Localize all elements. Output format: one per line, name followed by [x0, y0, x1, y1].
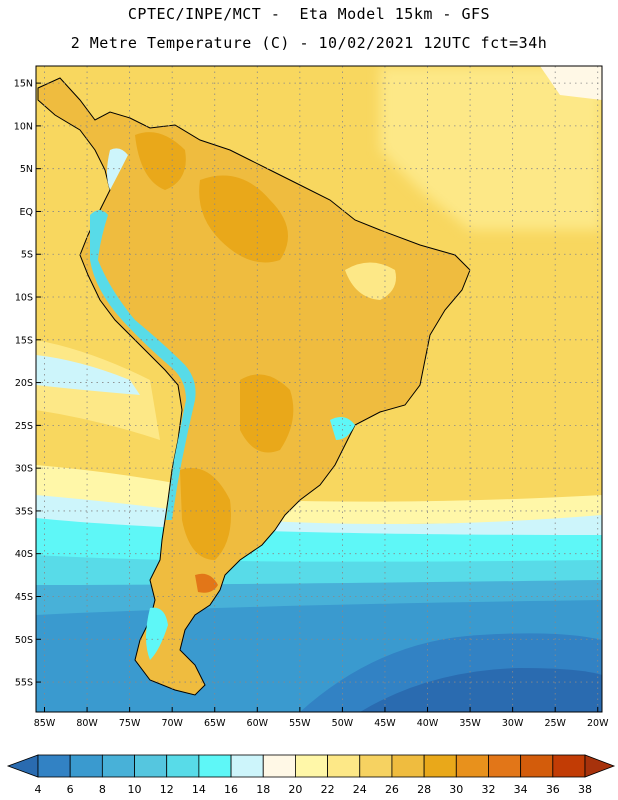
colorbar-level-label: 34: [514, 783, 528, 796]
colorbar-swatch: [262, 754, 296, 778]
colorbar-level-label: 4: [35, 783, 42, 796]
colorbar-swatch: [327, 754, 361, 778]
tropical-atlantic-field: [380, 66, 602, 230]
argentina-hot-area: [180, 468, 231, 560]
lon-label: 40W: [417, 718, 439, 729]
colorbar-level-label: 16: [224, 783, 238, 796]
lat-label: 15N: [14, 79, 33, 90]
lon-label: 25W: [544, 718, 566, 729]
andes-cold-ridge: [90, 210, 196, 520]
colorbar-swatch: [552, 754, 586, 778]
lon-label: 65W: [204, 718, 226, 729]
colorbar-swatch: [423, 754, 457, 778]
longitude-labels: 85W 80W 75W 70W 65W 60W 55W 50W 45W 40W 35W 30W 25W 2…: [34, 718, 609, 729]
colorbar-level-label: 12: [160, 783, 174, 796]
colorbar-level-label: 22: [321, 783, 335, 796]
lat-lon-grid: [36, 66, 602, 712]
colorbar-level-label: 30: [449, 783, 463, 796]
lon-label: 60W: [247, 718, 269, 729]
lat-label: 15S: [15, 335, 33, 346]
brazil-highland-cool: [330, 416, 355, 440]
lat-label: 20S: [15, 378, 33, 389]
lon-label: 35W: [459, 718, 481, 729]
lon-label: 70W: [161, 718, 183, 729]
lon-label: 80W: [76, 718, 98, 729]
lat-label: 50S: [15, 635, 33, 646]
colorbar-swatch: [488, 754, 522, 778]
map-title: CPTEC/INPE/MCT - Eta Model 15km - GFS: [127, 5, 491, 23]
colorbar-level-label: 10: [128, 783, 142, 796]
colorbar-level-label: 28: [417, 783, 431, 796]
colorbar-level-label: 36: [546, 783, 560, 796]
lat-label: 55S: [15, 678, 33, 689]
colorbar-swatch: [134, 754, 168, 778]
lon-label: 20W: [587, 718, 609, 729]
colorbar-swatch: [455, 754, 489, 778]
colorbar-level-label: 14: [192, 783, 206, 796]
lat-label: 10N: [14, 121, 33, 132]
southern-ocean-coldest: [360, 668, 602, 712]
pacific-cool-band: [36, 355, 140, 395]
northeast-mild-area: [345, 262, 396, 300]
lat-label: 35S: [15, 506, 33, 517]
temperature-field: [36, 66, 602, 712]
lon-label: 30W: [502, 718, 524, 729]
colorbar: 4 6 8 10 12 14 16 18 20 22 24 26 28 30 32 34 36 38: [6, 754, 616, 796]
colorbar-swatch: [295, 754, 328, 778]
amazon-hot-area: [199, 175, 288, 263]
colorbar-level-label: 20: [288, 783, 302, 796]
colorbar-level-label: 8: [99, 783, 106, 796]
lat-label: EQ: [20, 207, 33, 218]
colorbar-swatch: [166, 754, 200, 778]
latitude-labels: 15N 10N 5N EQ 5S 10S 15S 20S 25S 30S 35S 40S 45S 50S 5…: [14, 79, 33, 689]
lon-label: 55W: [289, 718, 311, 729]
lat-label: 25S: [15, 421, 33, 432]
colorbar-left-arrow: [6, 754, 39, 778]
southern-andes-cold: [146, 607, 168, 660]
colorbar-right-arrow: [584, 754, 616, 778]
lat-label: 5N: [20, 164, 33, 175]
colorbar-level-label: 6: [67, 783, 74, 796]
lat-label: 30S: [15, 464, 33, 475]
lon-label: 75W: [119, 718, 141, 729]
colorbar-swatch: [69, 754, 103, 778]
lat-label: 10S: [15, 293, 33, 304]
colorbar-swatch: [230, 754, 264, 778]
venezuela-hot-area: [135, 132, 186, 190]
colorbar-level-label: 26: [385, 783, 399, 796]
lon-label: 45W: [374, 718, 396, 729]
colorbar-level-label: 24: [353, 783, 367, 796]
colorbar-level-label: 18: [256, 783, 270, 796]
lat-label: 40S: [15, 549, 33, 560]
chaco-hot-area: [240, 374, 294, 453]
colorbar-level-label: 38: [578, 783, 592, 796]
colorbar-swatch: [520, 754, 554, 778]
colorbar-swatch: [359, 754, 393, 778]
lon-label: 50W: [332, 718, 354, 729]
colombia-cool-area: [107, 148, 128, 190]
colorbar-level-label: 32: [481, 783, 495, 796]
colorbar-swatch: [198, 754, 232, 778]
map-frame: [35, 65, 603, 713]
colorbar-swatch: [391, 754, 425, 778]
map-subtitle: 2 Metre Temperature (C) - 10/02/2021 12U…: [70, 34, 548, 52]
colorbar-swatch: [37, 754, 71, 778]
colorbar-swatch: [101, 754, 135, 778]
lat-label: 45S: [15, 592, 33, 603]
lon-label: 85W: [34, 718, 56, 729]
lat-label: 5S: [21, 250, 33, 261]
patagonia-hot-spot: [195, 573, 218, 593]
